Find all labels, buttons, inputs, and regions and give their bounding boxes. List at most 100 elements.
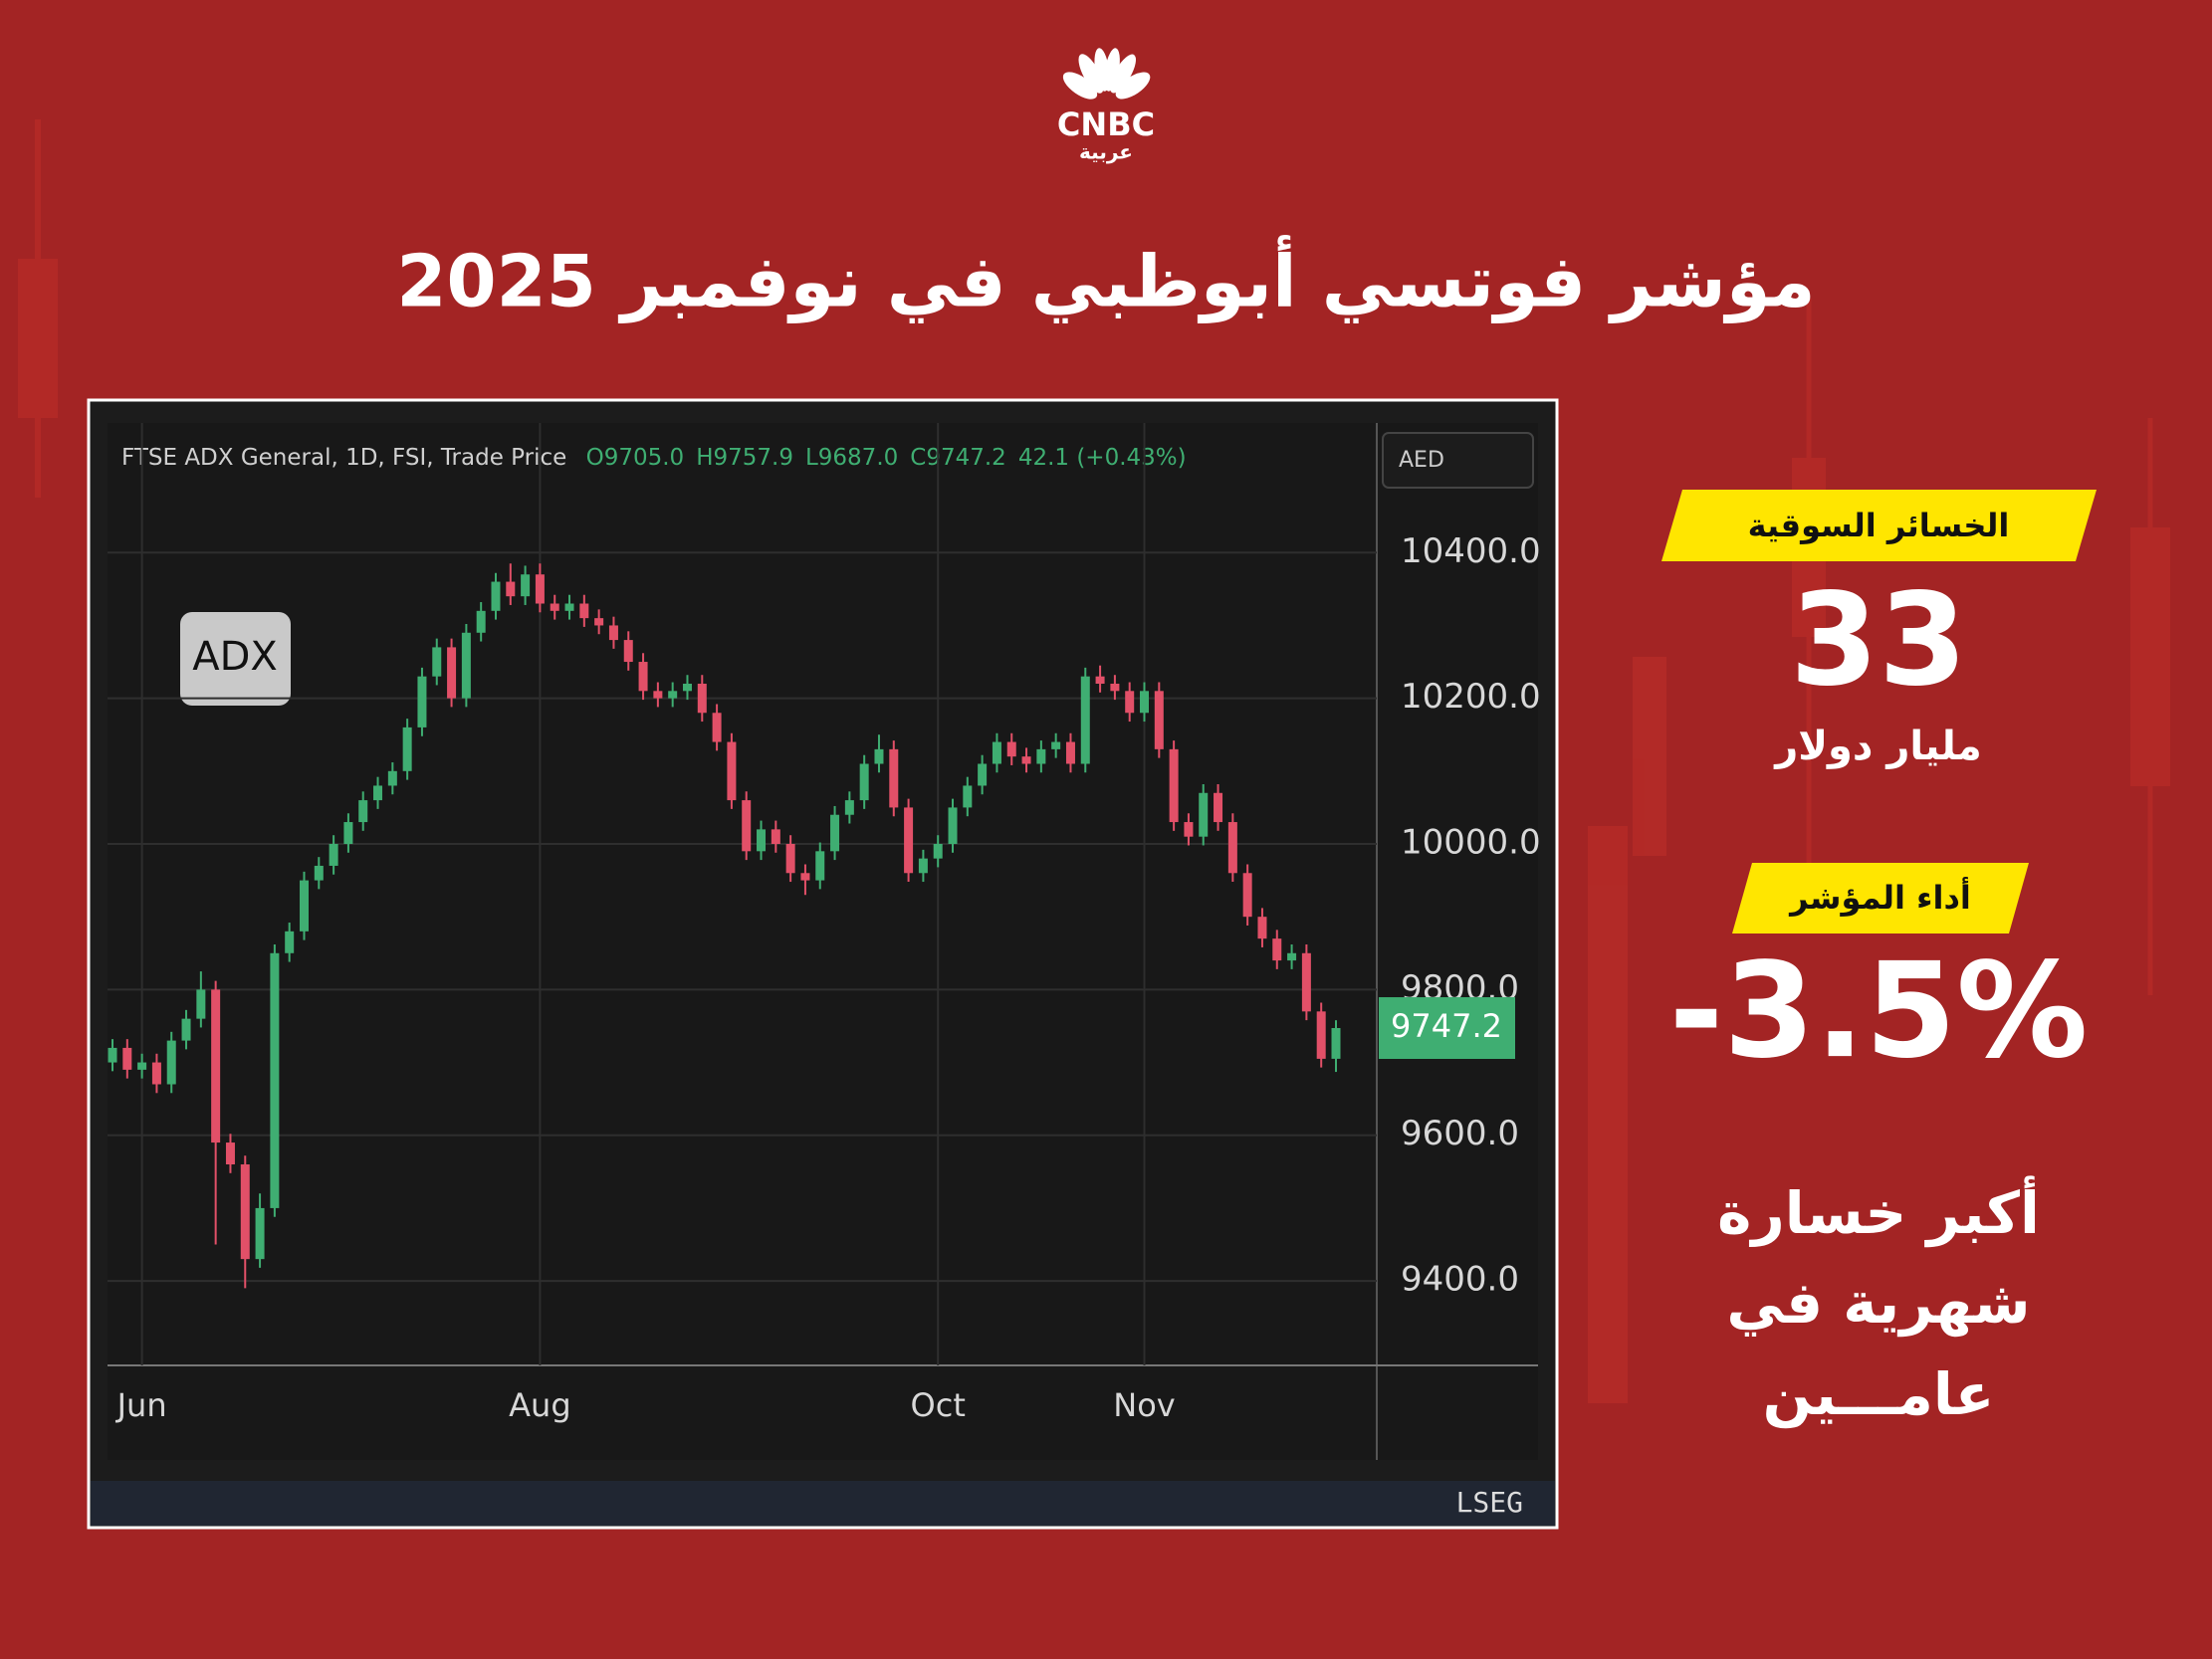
candle-body [373, 785, 383, 801]
candle-body [299, 880, 309, 932]
badge2-box [1732, 863, 2029, 933]
candle-body [387, 770, 397, 786]
candle-body [579, 603, 589, 619]
title: مؤشر فوتسي أبوظبي في نوفمبر 2025 [396, 235, 1815, 324]
candle-body [697, 683, 707, 714]
candle-body [550, 603, 559, 611]
x-tick-label: Jun [115, 1386, 167, 1424]
candle-body [417, 676, 427, 727]
candle-body [314, 865, 324, 881]
candle-body [535, 574, 545, 604]
candle-body [1316, 1011, 1326, 1059]
candle-body [668, 691, 678, 699]
y-tick-label: 10200.0 [1401, 677, 1541, 717]
candle-body [757, 829, 767, 852]
candle-body [1257, 917, 1267, 939]
candle-body [1006, 741, 1016, 757]
candle-body [1051, 741, 1061, 749]
badge1-box [1661, 490, 2097, 561]
header-value: C9747.2 [910, 445, 1006, 471]
candle-body [830, 814, 840, 852]
candle-body [255, 1207, 265, 1260]
candle-body [151, 1062, 161, 1085]
logo-peacock [1062, 48, 1151, 100]
candle-body [594, 618, 604, 626]
header-label: FTSE ADX General, 1D, FSI, Trade Price [121, 445, 566, 471]
candle-body [608, 625, 618, 641]
background-decor [18, 119, 2170, 1403]
candle-body [1036, 748, 1046, 764]
candle-body [992, 741, 1001, 764]
badge1: الخسائر السوقية [1748, 507, 2010, 544]
candle-body [978, 763, 988, 786]
value1: 33 [1790, 566, 1967, 715]
candle-body [682, 683, 692, 692]
logo-sub: عربية [1079, 140, 1133, 164]
price-tag: 9747.2 [1391, 1007, 1502, 1045]
candle-body [904, 807, 914, 874]
price-tag-box [1379, 997, 1515, 1060]
plot: 9400.09600.09800.010000.010200.010400.0J… [108, 423, 1541, 1424]
x-tick-label: Oct [911, 1386, 966, 1424]
candle-body [653, 691, 663, 699]
badge-box [180, 612, 291, 706]
candle-body [1065, 741, 1075, 764]
note-line: شهرية في [1726, 1269, 2030, 1338]
unit1: مليار دولار [1773, 724, 1982, 769]
candle-body [1199, 792, 1209, 837]
candle-body [889, 748, 899, 808]
candle-body [181, 1018, 191, 1041]
candle-body [343, 822, 353, 845]
source-strip [91, 1481, 1555, 1526]
candle-body [108, 1047, 117, 1063]
candle-body [506, 581, 516, 597]
candle-body [1095, 676, 1105, 684]
candle-body [1214, 792, 1223, 823]
currency: AED [1399, 448, 1444, 473]
x-tick-label: Aug [509, 1386, 570, 1424]
logo: CNBC عربية [1057, 48, 1155, 164]
header-value: H9757.9 [696, 445, 793, 471]
candle-body [285, 931, 295, 953]
candle-body [491, 581, 501, 611]
candle-body [211, 989, 221, 1143]
y-tick-label: 10400.0 [1401, 531, 1541, 571]
candle-body [476, 610, 486, 633]
candle-body [432, 647, 442, 677]
note-line: عامـــين [1763, 1360, 1995, 1429]
candle-body [1125, 691, 1135, 714]
candle-body [225, 1142, 235, 1165]
candle-body [623, 640, 633, 663]
candle-body [1184, 822, 1194, 837]
candle-body [1272, 938, 1282, 961]
candle-body [1110, 683, 1120, 692]
candle-body [1169, 748, 1179, 823]
candle-body [844, 800, 854, 815]
candle-body [402, 726, 412, 771]
candle-body [1080, 676, 1090, 764]
candle-body [1021, 756, 1031, 764]
x-tick-label: Nov [1113, 1386, 1175, 1424]
badge: ADX [192, 634, 278, 680]
candle-body [329, 844, 338, 866]
candle-body [933, 844, 943, 859]
candle-body [461, 632, 471, 699]
y-tick-label: 9600.0 [1401, 1114, 1519, 1153]
candle-body [358, 800, 368, 823]
chart-header: FTSE ADX General, 1D, FSI, Trade Price O… [121, 445, 1187, 471]
candle-body [859, 763, 869, 801]
candle-body [447, 647, 457, 699]
y-tick-label: 10000.0 [1401, 823, 1541, 863]
candle-body [785, 844, 795, 874]
candle-body [270, 952, 280, 1208]
candle-body [815, 851, 825, 881]
value2: -3.5% [1669, 934, 2089, 1088]
candle-body [727, 741, 737, 801]
y-tick-label: 9400.0 [1401, 1260, 1519, 1300]
candle-body [122, 1047, 132, 1070]
candle-body [800, 873, 810, 881]
candle-body [948, 807, 958, 845]
header-value: O9705.0 [586, 445, 685, 471]
